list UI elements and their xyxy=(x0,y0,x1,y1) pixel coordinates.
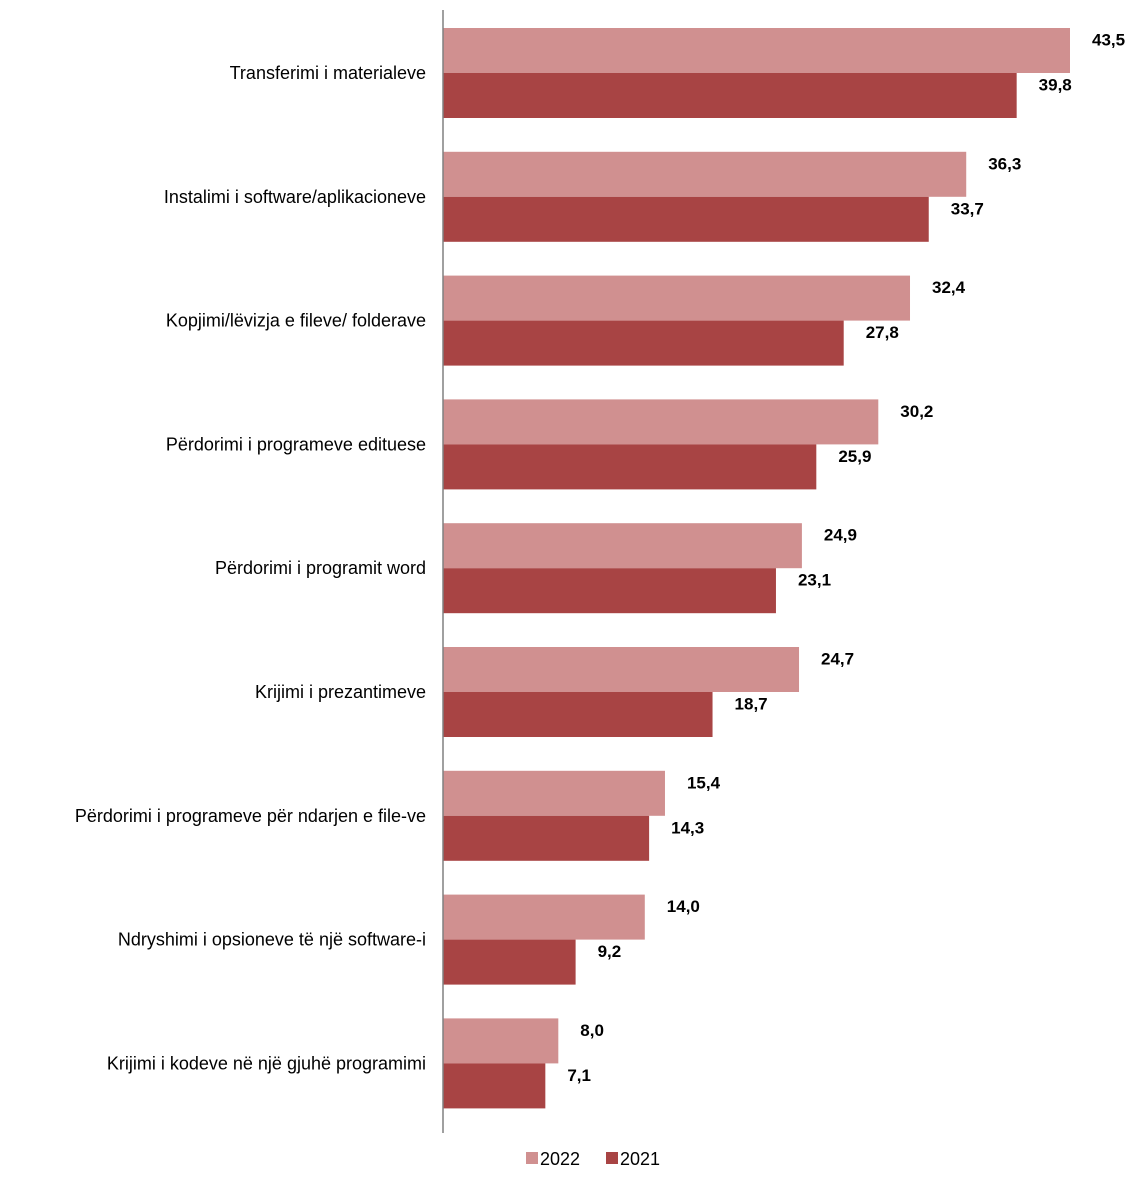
category-label: Kopjimi/lëvizja e fileve/ folderave xyxy=(166,311,426,331)
data-label-2021: 23,1 xyxy=(798,571,831,590)
data-label-2022: 30,2 xyxy=(900,402,933,421)
category-label: Krijimi i kodeve në një gjuhë programimi xyxy=(107,1053,426,1073)
category-label: Përdorimi i programit word xyxy=(215,558,426,578)
bar-2022 xyxy=(443,399,879,445)
bar-2021 xyxy=(443,568,776,614)
data-label-2022: 24,9 xyxy=(824,526,857,545)
data-label-2022: 8,0 xyxy=(580,1021,604,1040)
data-label-2022: 43,5 xyxy=(1092,31,1125,50)
bar-2021 xyxy=(443,320,844,366)
category-label: Përdorimi i programeve për ndarjen e fil… xyxy=(75,806,426,826)
data-label-2022: 36,3 xyxy=(988,154,1021,173)
bar-2022 xyxy=(443,647,800,692)
category-label: Ndryshimi i opsioneve të një software-i xyxy=(118,930,426,950)
bar-2021 xyxy=(443,444,817,490)
bar-2022 xyxy=(443,151,967,197)
category-label: Krijimi i prezantimeve xyxy=(255,682,426,702)
bar-2022 xyxy=(443,1018,559,1064)
bar-2021 xyxy=(443,692,713,737)
category-label: Përdorimi i programeve edituese xyxy=(166,434,426,454)
data-label-2021: 9,2 xyxy=(598,942,622,961)
bar-2021 xyxy=(443,815,650,861)
data-label-2021: 39,8 xyxy=(1039,76,1072,95)
bar-2022 xyxy=(443,28,1070,73)
data-label-2021: 25,9 xyxy=(838,447,871,466)
data-label-2022: 24,7 xyxy=(821,650,854,669)
legend-swatch-2022 xyxy=(526,1152,538,1164)
bar-2021 xyxy=(443,939,576,985)
legend-label-2021: 2021 xyxy=(620,1149,660,1169)
labels-layer: Transferimi i materialeve 43,5 39,8 Instali… xyxy=(75,31,1125,1085)
bars-layer xyxy=(443,28,1070,1109)
category-label: Instalimi i software/aplikacioneve xyxy=(164,187,426,207)
legend: 2022 2021 xyxy=(526,1149,660,1169)
bar-2022 xyxy=(443,894,645,940)
data-label-2021: 27,8 xyxy=(866,323,899,342)
data-label-2022: 14,0 xyxy=(667,897,700,916)
bar-2021 xyxy=(443,73,1017,118)
data-label-2021: 18,7 xyxy=(735,695,768,714)
legend-swatch-2021 xyxy=(606,1152,618,1164)
data-label-2022: 15,4 xyxy=(687,773,721,792)
category-label: Transferimi i materialeve xyxy=(230,63,426,83)
data-label-2021: 7,1 xyxy=(567,1066,591,1085)
data-label-2021: 33,7 xyxy=(951,199,984,218)
legend-label-2022: 2022 xyxy=(540,1149,580,1169)
bar-2022 xyxy=(443,275,911,321)
data-label-2021: 14,3 xyxy=(671,818,704,837)
bar-2022 xyxy=(443,523,802,569)
bar-2021 xyxy=(443,1063,546,1109)
bar-2021 xyxy=(443,196,929,242)
data-label-2022: 32,4 xyxy=(932,278,966,297)
bar-2022 xyxy=(443,770,665,816)
